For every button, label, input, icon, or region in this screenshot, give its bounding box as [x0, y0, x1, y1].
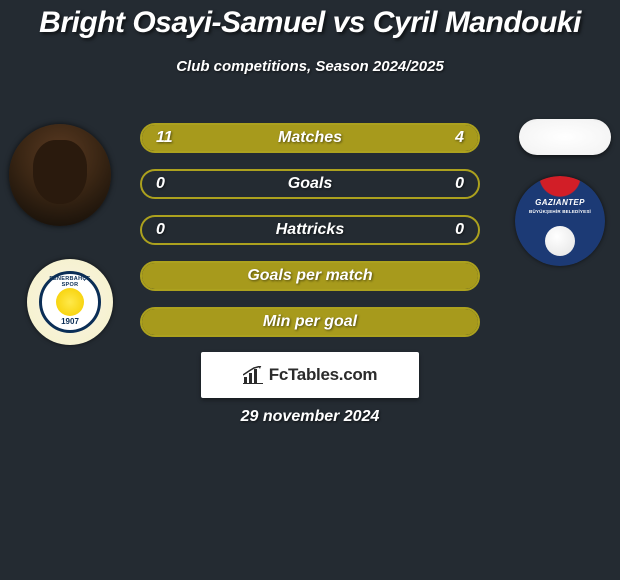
- club-left-badge: FENERBAHÇE SPOR: [27, 259, 113, 345]
- watermark-badge: FcTables.com: [201, 352, 419, 398]
- stats-block: 11 Matches 4 0 Goals 0 0 Hattricks 0 Goa…: [140, 123, 480, 353]
- page-title: Bright Osayi-Samuel vs Cyril Mandouki: [0, 0, 620, 40]
- stat-row-matches: 11 Matches 4: [140, 123, 480, 153]
- stat-label: Min per goal: [142, 309, 478, 335]
- watermark-text: FcTables.com: [269, 365, 378, 385]
- stat-value-right: 4: [455, 125, 464, 151]
- date-label: 29 november 2024: [0, 408, 620, 426]
- player-right-avatar: [519, 119, 611, 155]
- stat-label: Hattricks: [142, 217, 478, 243]
- stat-row-min-per-goal: Min per goal: [140, 307, 480, 337]
- stat-row-hattricks: 0 Hattricks 0: [140, 215, 480, 245]
- player-left-avatar: [9, 124, 111, 226]
- subtitle: Club competitions, Season 2024/2025: [0, 58, 620, 75]
- stat-row-goals: 0 Goals 0: [140, 169, 480, 199]
- club-right-badge: GAZIANTEP BÜYÜKŞEHİR BELEDİYESİ: [515, 176, 605, 266]
- comparison-card: Bright Osayi-Samuel vs Cyril Mandouki Cl…: [0, 0, 620, 580]
- club-left-inner: FENERBAHÇE SPOR: [39, 271, 101, 333]
- watermark-chart-icon: [243, 366, 263, 384]
- club-right-sub: BÜYÜKŞEHİR BELEDİYESİ: [515, 209, 605, 214]
- stat-value-right: 0: [455, 217, 464, 243]
- club-right-ball-icon: [545, 226, 575, 256]
- stat-value-right: 0: [455, 171, 464, 197]
- stat-label: Matches: [142, 125, 478, 151]
- club-left-ring-text: FENERBAHÇE SPOR: [42, 276, 98, 288]
- club-right-name: GAZIANTEP: [515, 198, 605, 207]
- stat-label: Goals: [142, 171, 478, 197]
- stat-row-goals-per-match: Goals per match: [140, 261, 480, 291]
- stat-label: Goals per match: [142, 263, 478, 289]
